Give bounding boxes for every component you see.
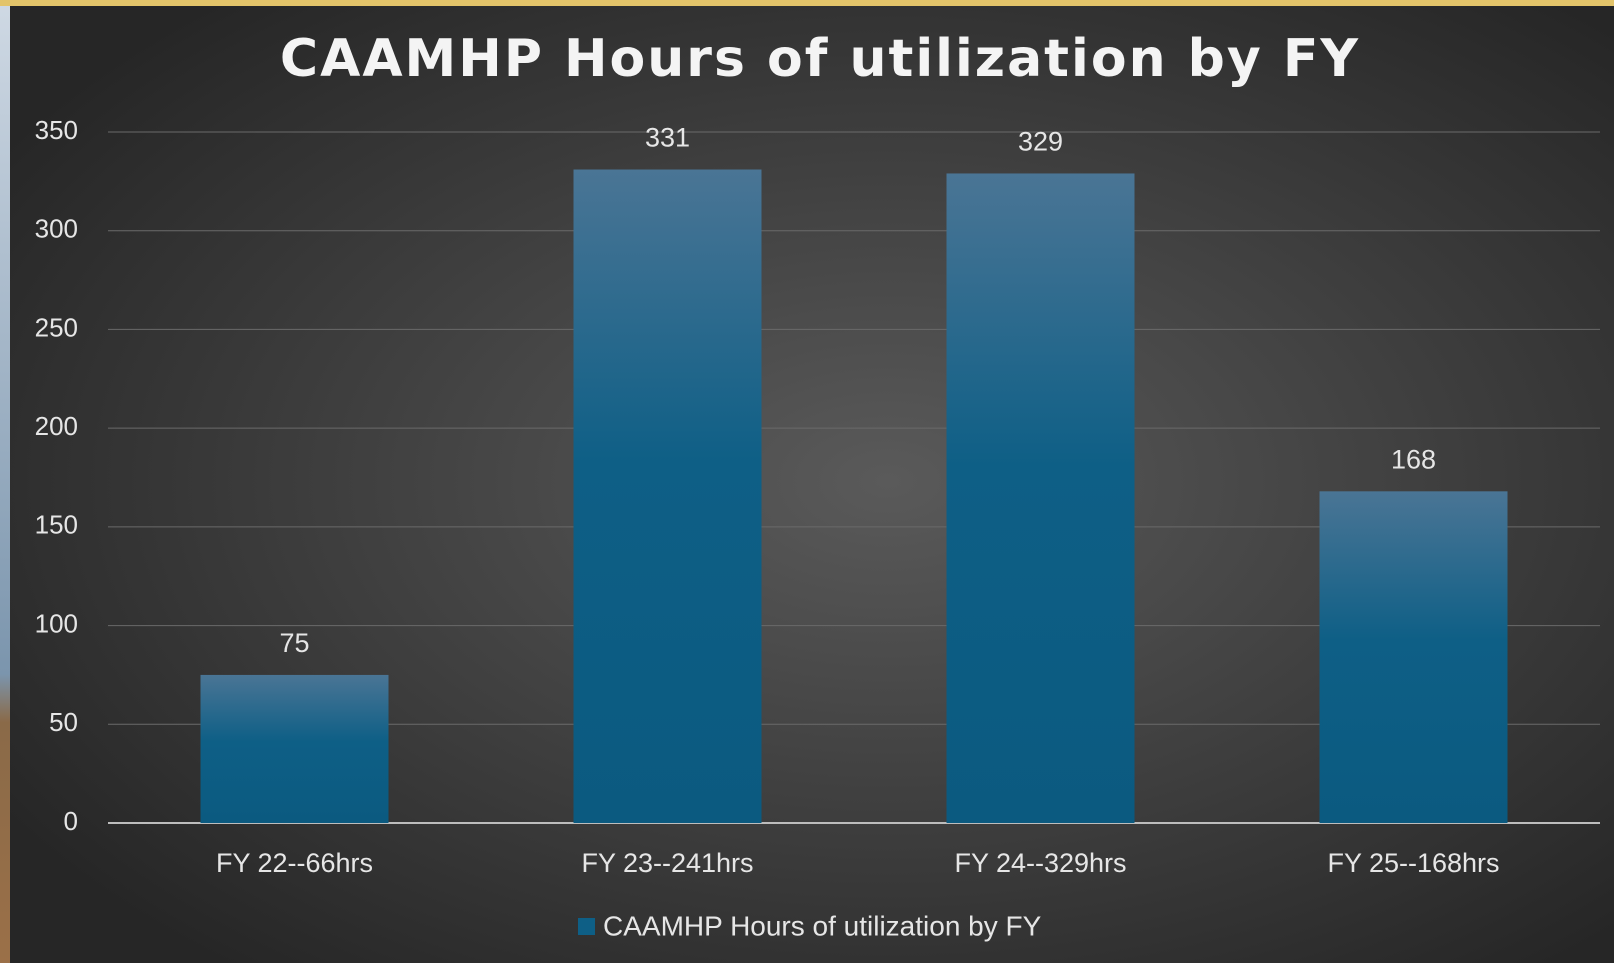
chart-title: CAAMHP Hours of utilization by FY bbox=[280, 29, 1360, 89]
x-tick-label: FY 25--168hrs bbox=[1327, 848, 1499, 878]
y-tick-label: 0 bbox=[64, 806, 78, 836]
data-label: 168 bbox=[1391, 444, 1436, 474]
y-tick-label: 300 bbox=[35, 214, 78, 244]
legend-label: CAAMHP Hours of utilization by FY bbox=[603, 910, 1042, 941]
bar bbox=[946, 173, 1135, 823]
y-tick-label: 100 bbox=[35, 608, 78, 638]
data-label: 329 bbox=[1018, 127, 1063, 157]
bar bbox=[200, 674, 389, 823]
bar bbox=[1319, 491, 1508, 823]
y-tick-label: 150 bbox=[35, 510, 78, 540]
y-tick-label: 50 bbox=[49, 707, 78, 737]
photo-edge bbox=[0, 0, 10, 963]
legend-swatch bbox=[578, 918, 595, 935]
x-tick-label: FY 24--329hrs bbox=[954, 848, 1126, 878]
y-tick-label: 350 bbox=[35, 115, 78, 145]
y-tick-label: 200 bbox=[35, 411, 78, 441]
bar bbox=[573, 169, 762, 824]
x-tick-label: FY 23--241hrs bbox=[581, 848, 753, 878]
data-label: 75 bbox=[279, 628, 309, 658]
x-tick-label: FY 22--66hrs bbox=[216, 848, 373, 878]
data-label: 331 bbox=[645, 123, 690, 153]
top-border bbox=[0, 0, 1614, 6]
y-tick-label: 250 bbox=[35, 312, 78, 342]
